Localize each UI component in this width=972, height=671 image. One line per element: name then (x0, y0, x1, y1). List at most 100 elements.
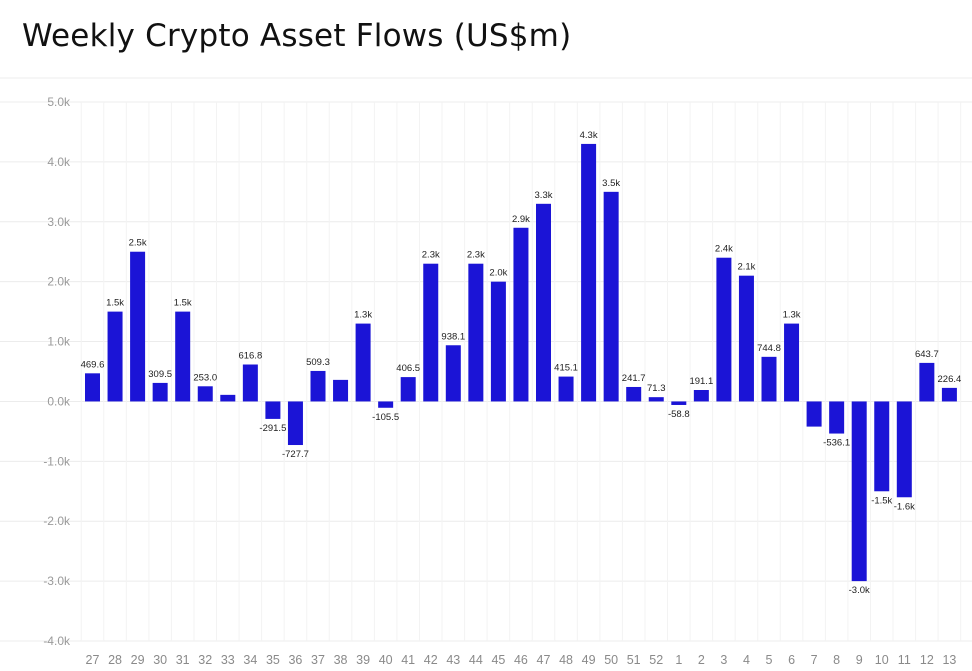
bar (896, 401, 912, 498)
x-axis: 27 28 29 30 31 32 33 34 35 36 37 38 39 40 41 42 43 44 45 46… (86, 653, 957, 667)
bar (941, 387, 957, 402)
y-tick-label: -3.0k (43, 574, 71, 588)
x-tick-label: 48 (559, 653, 573, 667)
x-tick-label: 36 (288, 653, 302, 667)
data-label: 1.3k (354, 310, 372, 321)
data-label: 1.5k (106, 298, 124, 309)
data-label: -1.5k (871, 495, 892, 506)
data-label: 253.0 (193, 372, 217, 383)
x-tick-label: 29 (131, 653, 145, 667)
data-label: 3.3k (535, 190, 553, 201)
data-label: 415.1 (554, 363, 578, 374)
x-tick-label: 6 (788, 653, 795, 667)
bar (152, 382, 168, 402)
data-label: 3.5k (602, 178, 620, 189)
y-tick-label: 3.0k (47, 215, 71, 229)
x-tick-label: 31 (176, 653, 190, 667)
data-label: 643.7 (915, 349, 939, 360)
data-label: 406.5 (396, 363, 420, 374)
data-label: 2.5k (129, 238, 147, 249)
bar (513, 227, 529, 402)
bar (333, 379, 349, 402)
data-label: 2.1k (737, 262, 755, 273)
y-tick-label: -2.0k (43, 514, 71, 528)
bar (693, 389, 709, 402)
x-tick-label: 32 (198, 653, 212, 667)
data-label: 4.3k (580, 130, 598, 141)
bar (378, 401, 394, 408)
data-label: 2.0k (489, 268, 507, 279)
bar (175, 311, 191, 402)
data-label: -3.0k (849, 585, 870, 596)
bar (130, 251, 146, 402)
bar (355, 323, 371, 402)
bar (265, 401, 281, 419)
x-tick-label: 39 (356, 653, 370, 667)
x-tick-label: 10 (875, 653, 889, 667)
data-label: 241.7 (622, 373, 646, 384)
y-tick-label: 5.0k (47, 95, 71, 109)
bar (490, 281, 506, 402)
bar (761, 356, 777, 402)
bar (558, 376, 574, 402)
chart-title: Weekly Crypto Asset Flows (US$m) (22, 18, 572, 54)
data-labels: 469.6 1.5k 2.5k 309.5 1.5k 253.0 616.8 -291.5 -7… (81, 130, 962, 596)
bar (851, 401, 867, 582)
x-tick-label: 27 (86, 653, 100, 667)
bar (400, 377, 416, 402)
data-label: -536.1 (823, 438, 850, 449)
y-tick-label: -1.0k (43, 454, 71, 468)
bar (107, 311, 123, 402)
x-tick-label: 37 (311, 653, 325, 667)
y-tick-label: 1.0k (47, 335, 71, 349)
bar (468, 263, 484, 402)
bar (445, 345, 461, 402)
x-tick-label: 38 (334, 653, 348, 667)
bar (874, 401, 890, 492)
x-tick-label: 49 (582, 653, 596, 667)
x-tick-label: 46 (514, 653, 528, 667)
bar (648, 397, 664, 402)
bar (287, 401, 303, 446)
bar (536, 203, 551, 402)
data-label: 2.3k (467, 250, 485, 261)
bar (919, 362, 935, 402)
bar (423, 263, 439, 402)
x-tick-label: 9 (856, 653, 863, 667)
data-label: 309.5 (148, 369, 172, 380)
x-tick-label: 28 (108, 653, 122, 667)
data-label: 191.1 (689, 376, 713, 387)
x-tick-label: 13 (942, 653, 956, 667)
bars (85, 143, 957, 582)
x-tick-label: 43 (446, 653, 460, 667)
x-tick-label: 45 (491, 653, 505, 667)
x-tick-label: 40 (379, 653, 393, 667)
grid-lines (0, 77, 972, 642)
y-tick-label: 2.0k (47, 275, 71, 289)
bar (716, 257, 732, 402)
x-tick-label: 5 (766, 653, 773, 667)
x-tick-label: 41 (401, 653, 415, 667)
data-label: -58.8 (668, 409, 690, 420)
data-label: 744.8 (757, 343, 781, 354)
x-tick-label: 1 (675, 653, 682, 667)
bar (242, 364, 258, 402)
data-label: -727.7 (282, 449, 309, 460)
x-tick-label: 33 (221, 653, 235, 667)
bar (603, 191, 619, 402)
bar (829, 401, 845, 434)
bar (738, 275, 754, 402)
data-label: 71.3 (647, 383, 666, 394)
data-label: 1.3k (783, 310, 801, 321)
data-label: 938.1 (441, 331, 465, 342)
x-tick-label: 12 (920, 653, 934, 667)
bar (581, 143, 597, 402)
bar (806, 401, 822, 427)
data-label: -1.6k (894, 501, 915, 512)
data-label: 2.9k (512, 214, 530, 225)
bar (310, 370, 326, 402)
x-tick-label: 35 (266, 653, 280, 667)
x-tick-label: 50 (604, 653, 618, 667)
x-tick-label: 51 (627, 653, 641, 667)
